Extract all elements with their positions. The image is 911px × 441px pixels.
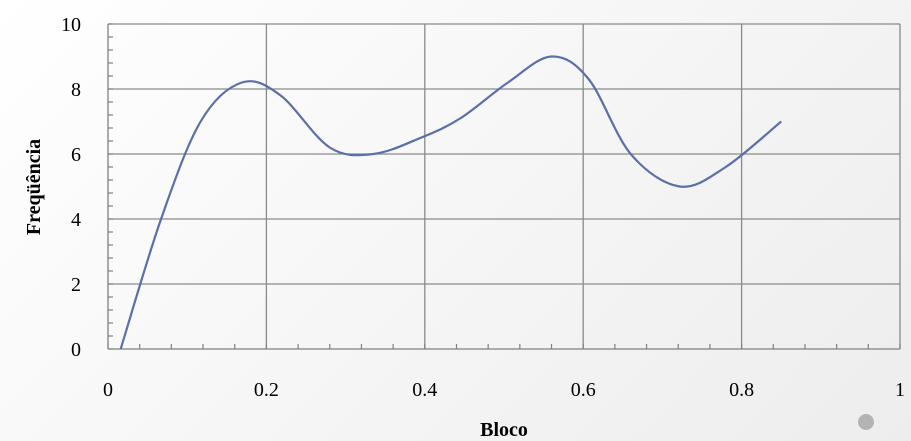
x-axis-title: Bloco: [480, 419, 528, 441]
minor-ticks: [107, 23, 901, 350]
x-tick-label: 0.8: [729, 379, 754, 401]
y-tick-label: 10: [61, 14, 81, 36]
y-tick-label: 0: [71, 339, 81, 361]
x-tick-labels: 0 0.2 0.4 0.6 0.8 1: [103, 379, 905, 401]
x-tick-label: 0: [103, 379, 113, 401]
y-axis-title: Freqüência: [23, 139, 45, 235]
x-tick-label: 0.4: [412, 379, 437, 401]
series-line: [119, 55, 782, 350]
y-tick-label: 8: [71, 79, 81, 101]
y-tick-label: 4: [71, 209, 81, 231]
x-tick-label: 1: [895, 379, 905, 401]
y-tick-labels: 0 2 4 6 8 10: [61, 14, 81, 361]
x-tick-label: 0.6: [571, 379, 596, 401]
series-layer: [119, 55, 782, 350]
y-tick-label: 6: [71, 144, 81, 166]
axes: [107, 24, 900, 350]
x-tick-label: 0.2: [254, 379, 279, 401]
decorative-dot: [858, 414, 874, 430]
y-tick-label: 2: [71, 274, 81, 296]
grid-lines: [108, 23, 901, 349]
